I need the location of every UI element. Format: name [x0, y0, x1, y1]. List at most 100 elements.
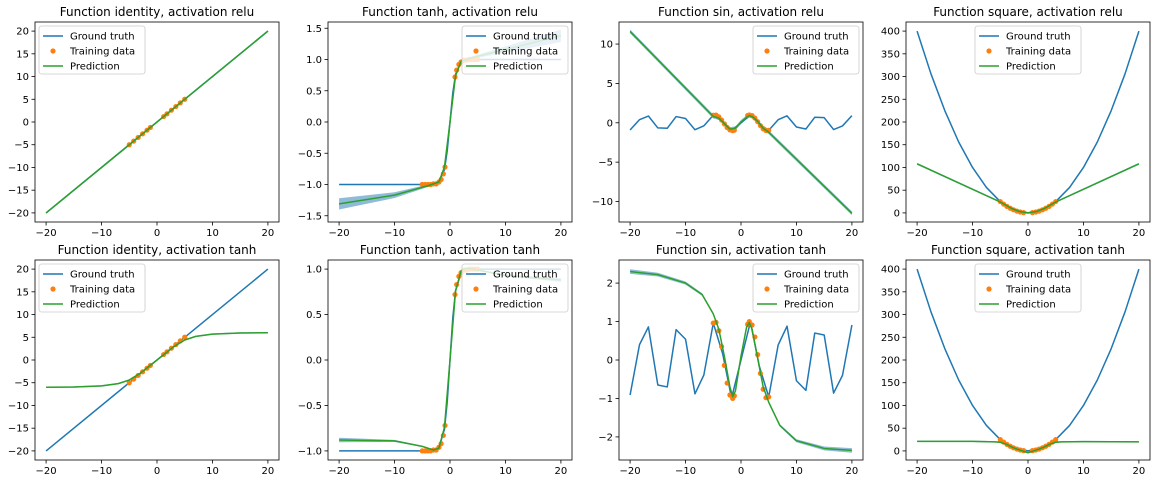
- x-tick-label: −20: [329, 228, 350, 239]
- x-tick-label: −20: [620, 228, 641, 239]
- y-tick-label: 0.0: [306, 356, 322, 367]
- prediction-line: [46, 331, 268, 389]
- x-tick-label: 20: [846, 228, 859, 239]
- x-tick-label: 0: [738, 228, 744, 239]
- y-tick-label: 100: [881, 401, 900, 412]
- y-tick-label: 300: [881, 310, 900, 321]
- x-tick-label: −10: [91, 466, 112, 477]
- y-tick-label: 1.0: [306, 55, 322, 66]
- y-tick-label: −1.0: [298, 180, 322, 191]
- legend-label-prediction: Prediction: [1006, 62, 1056, 73]
- legend-marker-training-data: [764, 286, 770, 292]
- y-tick-label: 1.5: [306, 24, 322, 35]
- y-tick-label: 20: [16, 27, 29, 38]
- x-tick-label: −10: [384, 228, 405, 239]
- x-tick-label: 20: [555, 228, 568, 239]
- y-tick-label: 0: [607, 118, 613, 129]
- legend-box: [974, 25, 1082, 75]
- legend-label-ground-truth: Ground truth: [1006, 32, 1071, 43]
- x-tick-label: 10: [499, 228, 512, 239]
- x-tick-label: 10: [1077, 466, 1090, 477]
- prediction-line: [917, 440, 1139, 454]
- y-tick-label: 10: [600, 40, 613, 51]
- y-tick-label: 250: [881, 333, 900, 344]
- y-tick-label: −1.0: [298, 446, 322, 457]
- y-tick-label: 0: [607, 356, 613, 367]
- y-tick-label: 200: [881, 118, 900, 129]
- y-tick-label: −1.5: [298, 211, 322, 222]
- y-tick-label: 0: [894, 446, 900, 457]
- legend-marker-training-data: [50, 286, 56, 292]
- prediction-line: [629, 30, 853, 214]
- legend-label-ground-truth: Ground truth: [70, 32, 135, 43]
- legend-marker-training-data: [473, 48, 479, 54]
- legend: Ground truth Training data Prediction: [38, 263, 146, 313]
- subplot-title: Function tanh, activation tanh: [360, 243, 540, 257]
- legend-label-prediction: Prediction: [784, 300, 834, 311]
- x-tick-label: 10: [1077, 228, 1090, 239]
- prediction-line: [45, 30, 269, 214]
- legend-marker-training-data: [986, 286, 992, 292]
- legend-label-ground-truth: Ground truth: [493, 32, 558, 43]
- y-tick-label: −5: [598, 158, 613, 169]
- y-tick-label: 5: [23, 95, 29, 106]
- legend-label-prediction: Prediction: [784, 62, 834, 73]
- y-tick-label: −0.5: [298, 149, 322, 160]
- legend-box: [38, 25, 146, 75]
- y-tick-label: −20: [8, 446, 29, 457]
- training-point: [746, 318, 752, 325]
- legend: Ground truth Training data Prediction: [752, 263, 860, 313]
- subplot-title: Function sin, activation tanh: [656, 243, 826, 257]
- x-tick-label: −10: [962, 228, 983, 239]
- legend-box: [461, 25, 569, 75]
- y-tick-label: −15: [8, 424, 29, 435]
- legend: Ground truth Training data Prediction: [461, 25, 569, 75]
- legend-label-training-data: Training data: [69, 285, 135, 296]
- legend-marker-training-data: [986, 48, 992, 54]
- x-tick-label: 0: [1025, 466, 1031, 477]
- x-tick-label: 0: [1025, 228, 1031, 239]
- y-tick-label: 350: [881, 287, 900, 298]
- y-tick-label: −10: [592, 197, 613, 208]
- y-tick-label: 0.5: [306, 310, 322, 321]
- legend-label-prediction: Prediction: [493, 300, 543, 311]
- x-tick-label: 10: [790, 228, 803, 239]
- y-tick-label: 350: [881, 49, 900, 60]
- prediction-line: [630, 270, 852, 452]
- legend-box: [461, 263, 569, 313]
- x-tick-label: −20: [36, 466, 57, 477]
- legend-marker-training-data: [473, 286, 479, 292]
- legend-label-training-data: Training data: [1005, 47, 1071, 58]
- subplot-6: −20 −10 0 10 20 −1.0 −0.5 0.0 0.5 1.0 Function tan…: [298, 243, 573, 477]
- subplot-1: −20 −10 0 10 20 −20 −15 −10 −5 0 5 10 15 20 Function i…: [8, 5, 280, 239]
- y-tick-label: 0: [894, 208, 900, 219]
- y-tick-label: 1.0: [306, 265, 322, 276]
- x-tick-label: 0: [738, 466, 744, 477]
- y-tick-label: 5: [23, 333, 29, 344]
- ground-truth-line: [916, 268, 1140, 452]
- legend-label-training-data: Training data: [783, 285, 849, 296]
- subplot-title: Function identity, activation tanh: [58, 243, 257, 257]
- y-tick-label: −20: [8, 208, 29, 219]
- y-tick-label: 0: [23, 118, 29, 129]
- x-tick-label: 10: [206, 466, 219, 477]
- legend-label-ground-truth: Ground truth: [493, 270, 558, 281]
- legend-label-prediction: Prediction: [1006, 300, 1056, 311]
- x-tick-label: 0: [154, 228, 160, 239]
- y-tick-label: 50: [887, 186, 900, 197]
- y-tick-label: 200: [881, 356, 900, 367]
- x-tick-label: −10: [962, 466, 983, 477]
- x-tick-label: −20: [329, 466, 350, 477]
- x-tick-label: 0: [154, 466, 160, 477]
- legend-label-ground-truth: Ground truth: [784, 270, 849, 281]
- x-tick-label: −20: [907, 228, 928, 239]
- subplot-title: Function identity, activation relu: [60, 5, 255, 19]
- legend: Ground truth Training data Prediction: [752, 25, 860, 75]
- x-tick-label: 20: [555, 466, 568, 477]
- x-tick-label: 10: [206, 228, 219, 239]
- training-point: [126, 380, 132, 386]
- subplot-title: Function sin, activation relu: [658, 5, 824, 19]
- x-tick-label: −10: [675, 228, 696, 239]
